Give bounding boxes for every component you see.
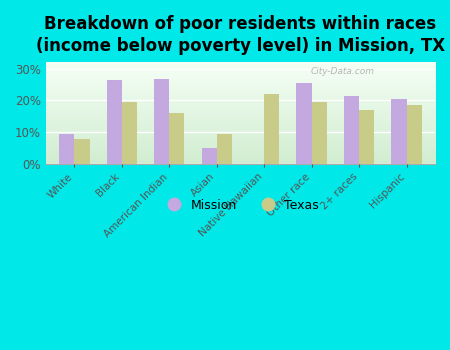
Bar [359,110,374,164]
Bar [122,102,137,164]
Bar [264,94,279,164]
Bar [107,80,122,164]
Bar [344,96,359,164]
Bar [169,113,184,164]
Bar [202,148,217,164]
Bar [311,102,327,164]
Bar [59,134,74,164]
Bar [392,99,406,164]
Text: City-Data.com: City-Data.com [310,68,374,76]
Bar [217,134,232,164]
Legend: Mission, Texas: Mission, Texas [157,194,324,217]
Title: Breakdown of poor residents within races
(income below poverty level) in Mission: Breakdown of poor residents within races… [36,15,445,55]
Bar [154,79,169,164]
Bar [297,83,311,164]
Bar [74,139,90,164]
Bar [406,105,422,164]
